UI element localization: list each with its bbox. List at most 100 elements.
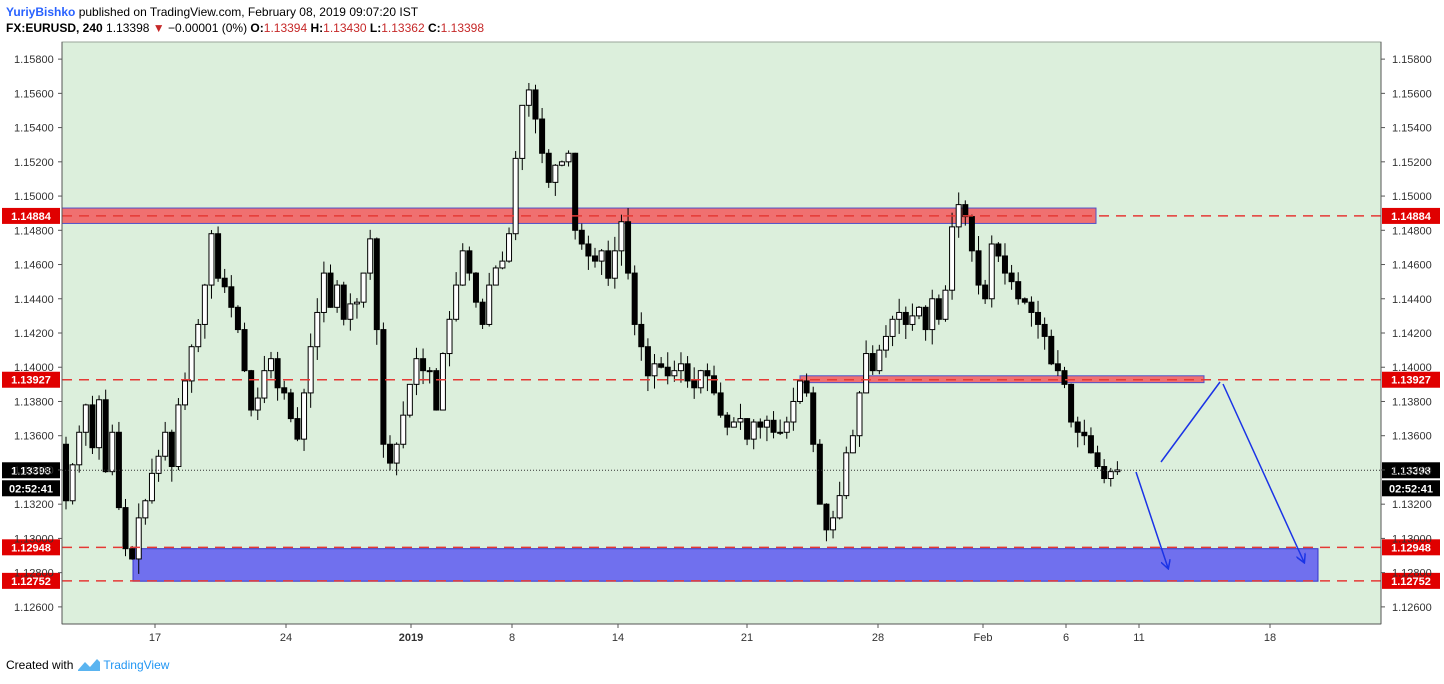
candle xyxy=(135,517,142,560)
y-tick-label-right: 1.14400 xyxy=(1392,294,1432,306)
candle xyxy=(611,250,618,279)
projection-arrow xyxy=(1135,471,1168,568)
x-tick-label: 2019 xyxy=(399,632,423,644)
candle xyxy=(142,500,149,519)
y-tick-label-left: 1.14400 xyxy=(14,294,54,306)
level-badge-right xyxy=(1382,207,1440,224)
candle xyxy=(492,267,499,286)
level-badge-left xyxy=(2,539,60,556)
candle xyxy=(453,284,460,320)
candle xyxy=(446,318,453,355)
countdown-left: 02:52:41 xyxy=(9,483,53,495)
candle xyxy=(195,323,202,348)
candle xyxy=(162,431,169,457)
candle xyxy=(717,392,724,416)
down-arrow-icon: ▼ xyxy=(152,21,165,35)
candle xyxy=(843,452,850,497)
candle xyxy=(982,284,989,300)
author-name[interactable]: YuriyBishko xyxy=(6,5,76,19)
candle xyxy=(968,216,975,252)
candle xyxy=(572,152,579,231)
candle xyxy=(803,380,810,394)
projection-arrow xyxy=(1222,383,1304,562)
y-tick-label-left: 1.13800 xyxy=(14,396,54,408)
candle xyxy=(459,250,466,286)
candle xyxy=(373,238,380,331)
candle xyxy=(1061,370,1068,385)
candle xyxy=(631,272,638,325)
candle xyxy=(651,363,658,377)
candle xyxy=(168,431,175,468)
y-tick-label-left: 1.13000 xyxy=(14,533,54,545)
candle xyxy=(248,370,255,411)
y-tick-label-right: 1.14000 xyxy=(1392,362,1432,374)
candle xyxy=(406,383,413,416)
candle xyxy=(1041,323,1048,337)
level-label-left: 1.12752 xyxy=(11,576,51,588)
candle xyxy=(830,517,837,531)
open-value: 1.13394 xyxy=(263,21,308,35)
plot-area[interactable] xyxy=(61,41,1382,625)
candle xyxy=(730,421,737,428)
candle xyxy=(155,455,162,474)
candle xyxy=(367,238,374,274)
y-tick-label-left: 1.15800 xyxy=(14,54,54,66)
candle xyxy=(783,421,790,433)
candle xyxy=(433,370,440,411)
high-value: 1.13430 xyxy=(323,21,367,35)
y-tick-label-left: 1.14000 xyxy=(14,362,54,374)
candle xyxy=(849,435,856,454)
candle xyxy=(420,358,427,372)
candle xyxy=(241,329,248,372)
candle xyxy=(413,358,420,385)
tradingview-brand[interactable]: TradingView xyxy=(103,658,170,672)
countdown-badge-right xyxy=(1382,480,1440,497)
candle xyxy=(664,366,671,377)
candle xyxy=(115,431,122,509)
y-tick-label-right: 1.13800 xyxy=(1392,396,1432,408)
candle xyxy=(995,243,1002,257)
candle xyxy=(519,104,526,159)
candle xyxy=(711,375,718,394)
y-tick-label-left: 1.14800 xyxy=(14,225,54,237)
candle xyxy=(942,289,949,320)
published-text: published on TradingView.com, February 0… xyxy=(78,5,419,19)
countdown-right: 02:52:41 xyxy=(1389,483,1433,495)
x-tick-label: 18 xyxy=(1264,632,1276,644)
candle xyxy=(916,306,923,317)
candle xyxy=(182,380,189,406)
candle xyxy=(796,380,803,402)
candle xyxy=(889,318,896,337)
chart-header: YuriyBishko published on TradingView.com… xyxy=(6,4,484,36)
level-badge-left xyxy=(2,572,60,589)
candle xyxy=(658,363,665,368)
candle xyxy=(234,306,241,331)
candle xyxy=(876,349,883,372)
low-label: L: xyxy=(369,21,382,35)
y-tick-label-left: 1.13200 xyxy=(14,499,54,511)
candle xyxy=(129,548,136,560)
open-label: O: xyxy=(250,21,264,35)
y-tick-label-right: 1.13400 xyxy=(1392,465,1432,477)
candle xyxy=(1074,421,1081,433)
candle xyxy=(215,233,222,279)
y-tick-label-left: 1.15000 xyxy=(14,191,54,203)
y-tick-label-left: 1.15200 xyxy=(14,157,54,169)
support-zone xyxy=(132,548,1319,582)
price-change: −0.00001 (0%) xyxy=(168,21,248,35)
candle xyxy=(301,392,308,440)
candle xyxy=(201,284,208,325)
candle xyxy=(929,298,936,331)
candle xyxy=(96,399,103,449)
low-value: 1.13362 xyxy=(381,21,425,35)
candle xyxy=(625,221,632,274)
y-tick-label-right: 1.13600 xyxy=(1392,431,1432,443)
level-label-right: 1.12948 xyxy=(1391,542,1431,554)
candle xyxy=(1048,335,1055,365)
candle xyxy=(770,419,777,433)
candle xyxy=(1094,452,1101,468)
candle xyxy=(228,286,235,308)
candle xyxy=(545,152,552,183)
candle xyxy=(552,164,559,183)
